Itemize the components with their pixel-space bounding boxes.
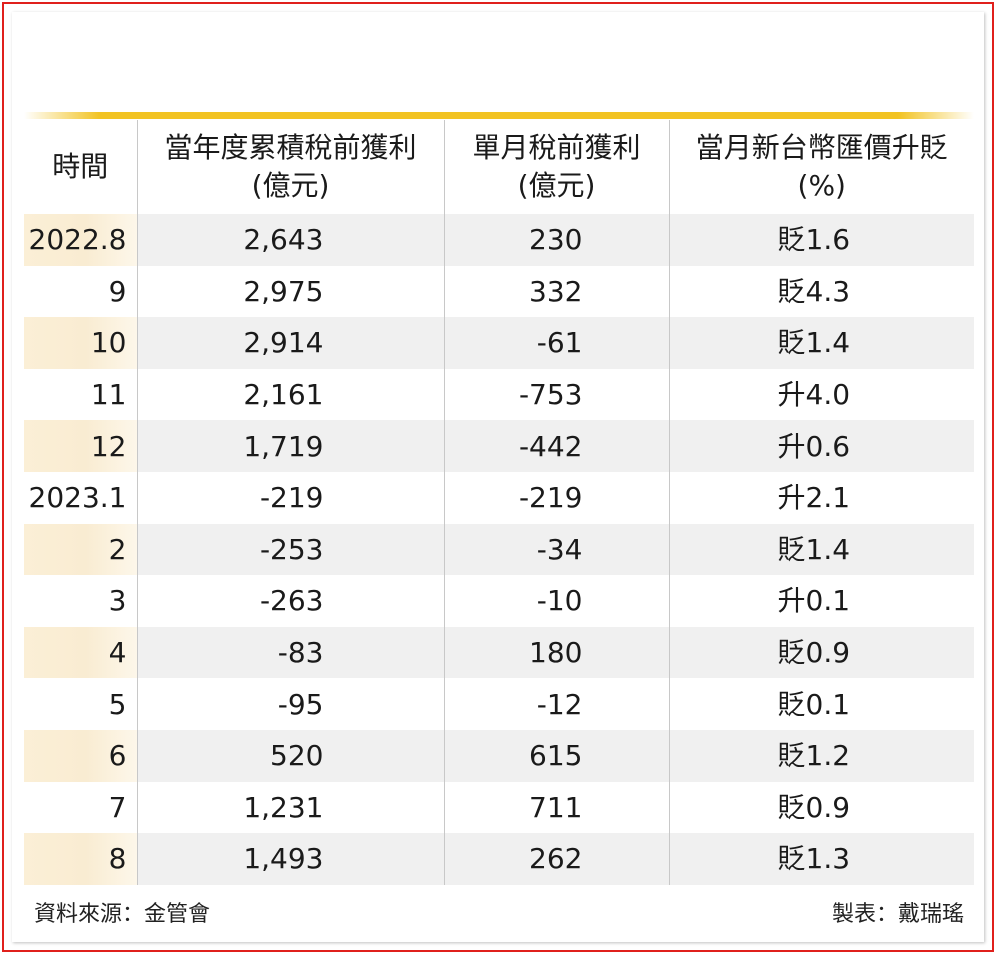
cell-cumulative: -83 xyxy=(137,626,445,679)
cell-cumulative: -263 xyxy=(137,575,445,627)
cell-fx: 貶4.3 xyxy=(669,265,974,318)
author-note: 製表：戴瑞瑤 xyxy=(831,902,964,927)
cell-time: 2023.1 xyxy=(24,471,138,524)
cell-monthly: 230 xyxy=(444,214,670,266)
cell-cumulative: 2,643 xyxy=(137,214,445,266)
table-row: 7 1,231 711 貶0.9 xyxy=(24,781,974,834)
cell-monthly: 180 xyxy=(444,626,670,679)
table-row: 11 2,161 -753 升4.0 xyxy=(24,368,974,421)
cell-monthly: -12 xyxy=(444,678,670,730)
cell-cumulative: 520 xyxy=(137,729,445,782)
cell-time: 5 xyxy=(24,678,138,730)
header-time-label: 時間 xyxy=(52,150,109,183)
cell-monthly: -219 xyxy=(444,471,670,524)
table-row: 12 1,719 -442 升0.6 xyxy=(24,420,974,472)
table-row: 10 2,914 -61 貶1.4 xyxy=(24,317,974,369)
cell-fx: 貶0.1 xyxy=(669,678,974,730)
cell-time: 11 xyxy=(24,368,138,421)
cell-cumulative: -219 xyxy=(137,471,445,524)
accent-bar xyxy=(24,112,974,119)
header-fx-unit: (%) xyxy=(797,169,846,202)
table-row: 6 520 615 貶1.2 xyxy=(24,729,974,782)
cell-cumulative: -253 xyxy=(137,523,445,576)
cell-cumulative: 1,231 xyxy=(137,781,445,834)
cell-fx: 升0.1 xyxy=(669,575,974,627)
header-row: 時間 當年度累積稅前獲利 (億元) 單月稅前獲利 (億元) 當月新台幣匯價升貶 … xyxy=(24,120,974,214)
cell-time: 8 xyxy=(24,833,138,885)
cell-monthly: -753 xyxy=(444,368,670,421)
cell-time: 3 xyxy=(24,575,138,627)
cell-fx: 貶1.4 xyxy=(669,523,974,576)
cell-fx: 貶1.4 xyxy=(669,317,974,369)
table-row: 3 -263 -10 升0.1 xyxy=(24,575,974,627)
cell-monthly: 332 xyxy=(444,265,670,318)
cell-fx: 貶1.6 xyxy=(669,214,974,266)
header-time: 時間 xyxy=(24,120,138,214)
cell-monthly: 711 xyxy=(444,781,670,834)
cell-fx: 升2.1 xyxy=(669,471,974,524)
cell-monthly: -10 xyxy=(444,575,670,627)
header-cumulative-unit: (億元) xyxy=(251,169,330,202)
cell-monthly: 615 xyxy=(444,729,670,782)
cell-fx: 貶1.2 xyxy=(669,729,974,782)
table-row: 2022.8 2,643 230 貶1.6 xyxy=(24,214,974,266)
cell-fx: 升0.6 xyxy=(669,420,974,472)
cell-monthly: -442 xyxy=(444,420,670,472)
table-body: 2022.8 2,643 230 貶1.6 9 2,975 332 貶4.3 10 2,914 -6… xyxy=(24,214,974,885)
cell-fx: 貶1.3 xyxy=(669,833,974,885)
cell-cumulative: 2,975 xyxy=(137,265,445,318)
cell-fx: 貶0.9 xyxy=(669,626,974,679)
header-cumulative-label: 當年度累積稅前獲利 xyxy=(164,131,417,164)
cell-cumulative: -95 xyxy=(137,678,445,730)
cell-cumulative: 2,161 xyxy=(137,368,445,421)
cell-time: 12 xyxy=(24,420,138,472)
cell-time: 9 xyxy=(24,265,138,318)
cell-monthly: 262 xyxy=(444,833,670,885)
header-fx: 當月新台幣匯價升貶 (%) xyxy=(669,120,974,214)
cell-fx: 升4.0 xyxy=(669,368,974,421)
cell-time: 2 xyxy=(24,523,138,576)
cell-time: 10 xyxy=(24,317,138,369)
header-monthly: 單月稅前獲利 (億元) xyxy=(444,120,670,214)
table-row: 9 2,975 332 貶4.3 xyxy=(24,265,974,318)
table-row: 5 -95 -12 貶0.1 xyxy=(24,678,974,730)
cell-fx: 貶0.9 xyxy=(669,781,974,834)
cell-time: 2022.8 xyxy=(24,214,138,266)
cell-cumulative: 1,719 xyxy=(137,420,445,472)
table-row: 4 -83 180 貶0.9 xyxy=(24,626,974,679)
header-cumulative: 當年度累積稅前獲利 (億元) xyxy=(137,120,445,214)
cell-time: 6 xyxy=(24,729,138,782)
cell-cumulative: 2,914 xyxy=(137,317,445,369)
header-monthly-label: 單月稅前獲利 xyxy=(472,131,641,164)
table-row: 2 -253 -34 貶1.4 xyxy=(24,523,974,576)
table-row: 2023.1 -219 -219 升2.1 xyxy=(24,471,974,524)
table-row: 8 1,493 262 貶1.3 xyxy=(24,833,974,885)
cell-time: 4 xyxy=(24,626,138,679)
cell-monthly: -61 xyxy=(444,317,670,369)
data-table: 時間 當年度累積稅前獲利 (億元) 單月稅前獲利 (億元) 當月新台幣匯價升貶 … xyxy=(24,120,974,885)
source-note: 資料來源：金管會 xyxy=(34,902,211,927)
header-fx-label: 當月新台幣匯價升貶 xyxy=(695,131,948,164)
cell-monthly: -34 xyxy=(444,523,670,576)
cell-time: 7 xyxy=(24,781,138,834)
cell-cumulative: 1,493 xyxy=(137,833,445,885)
header-monthly-unit: (億元) xyxy=(517,169,596,202)
